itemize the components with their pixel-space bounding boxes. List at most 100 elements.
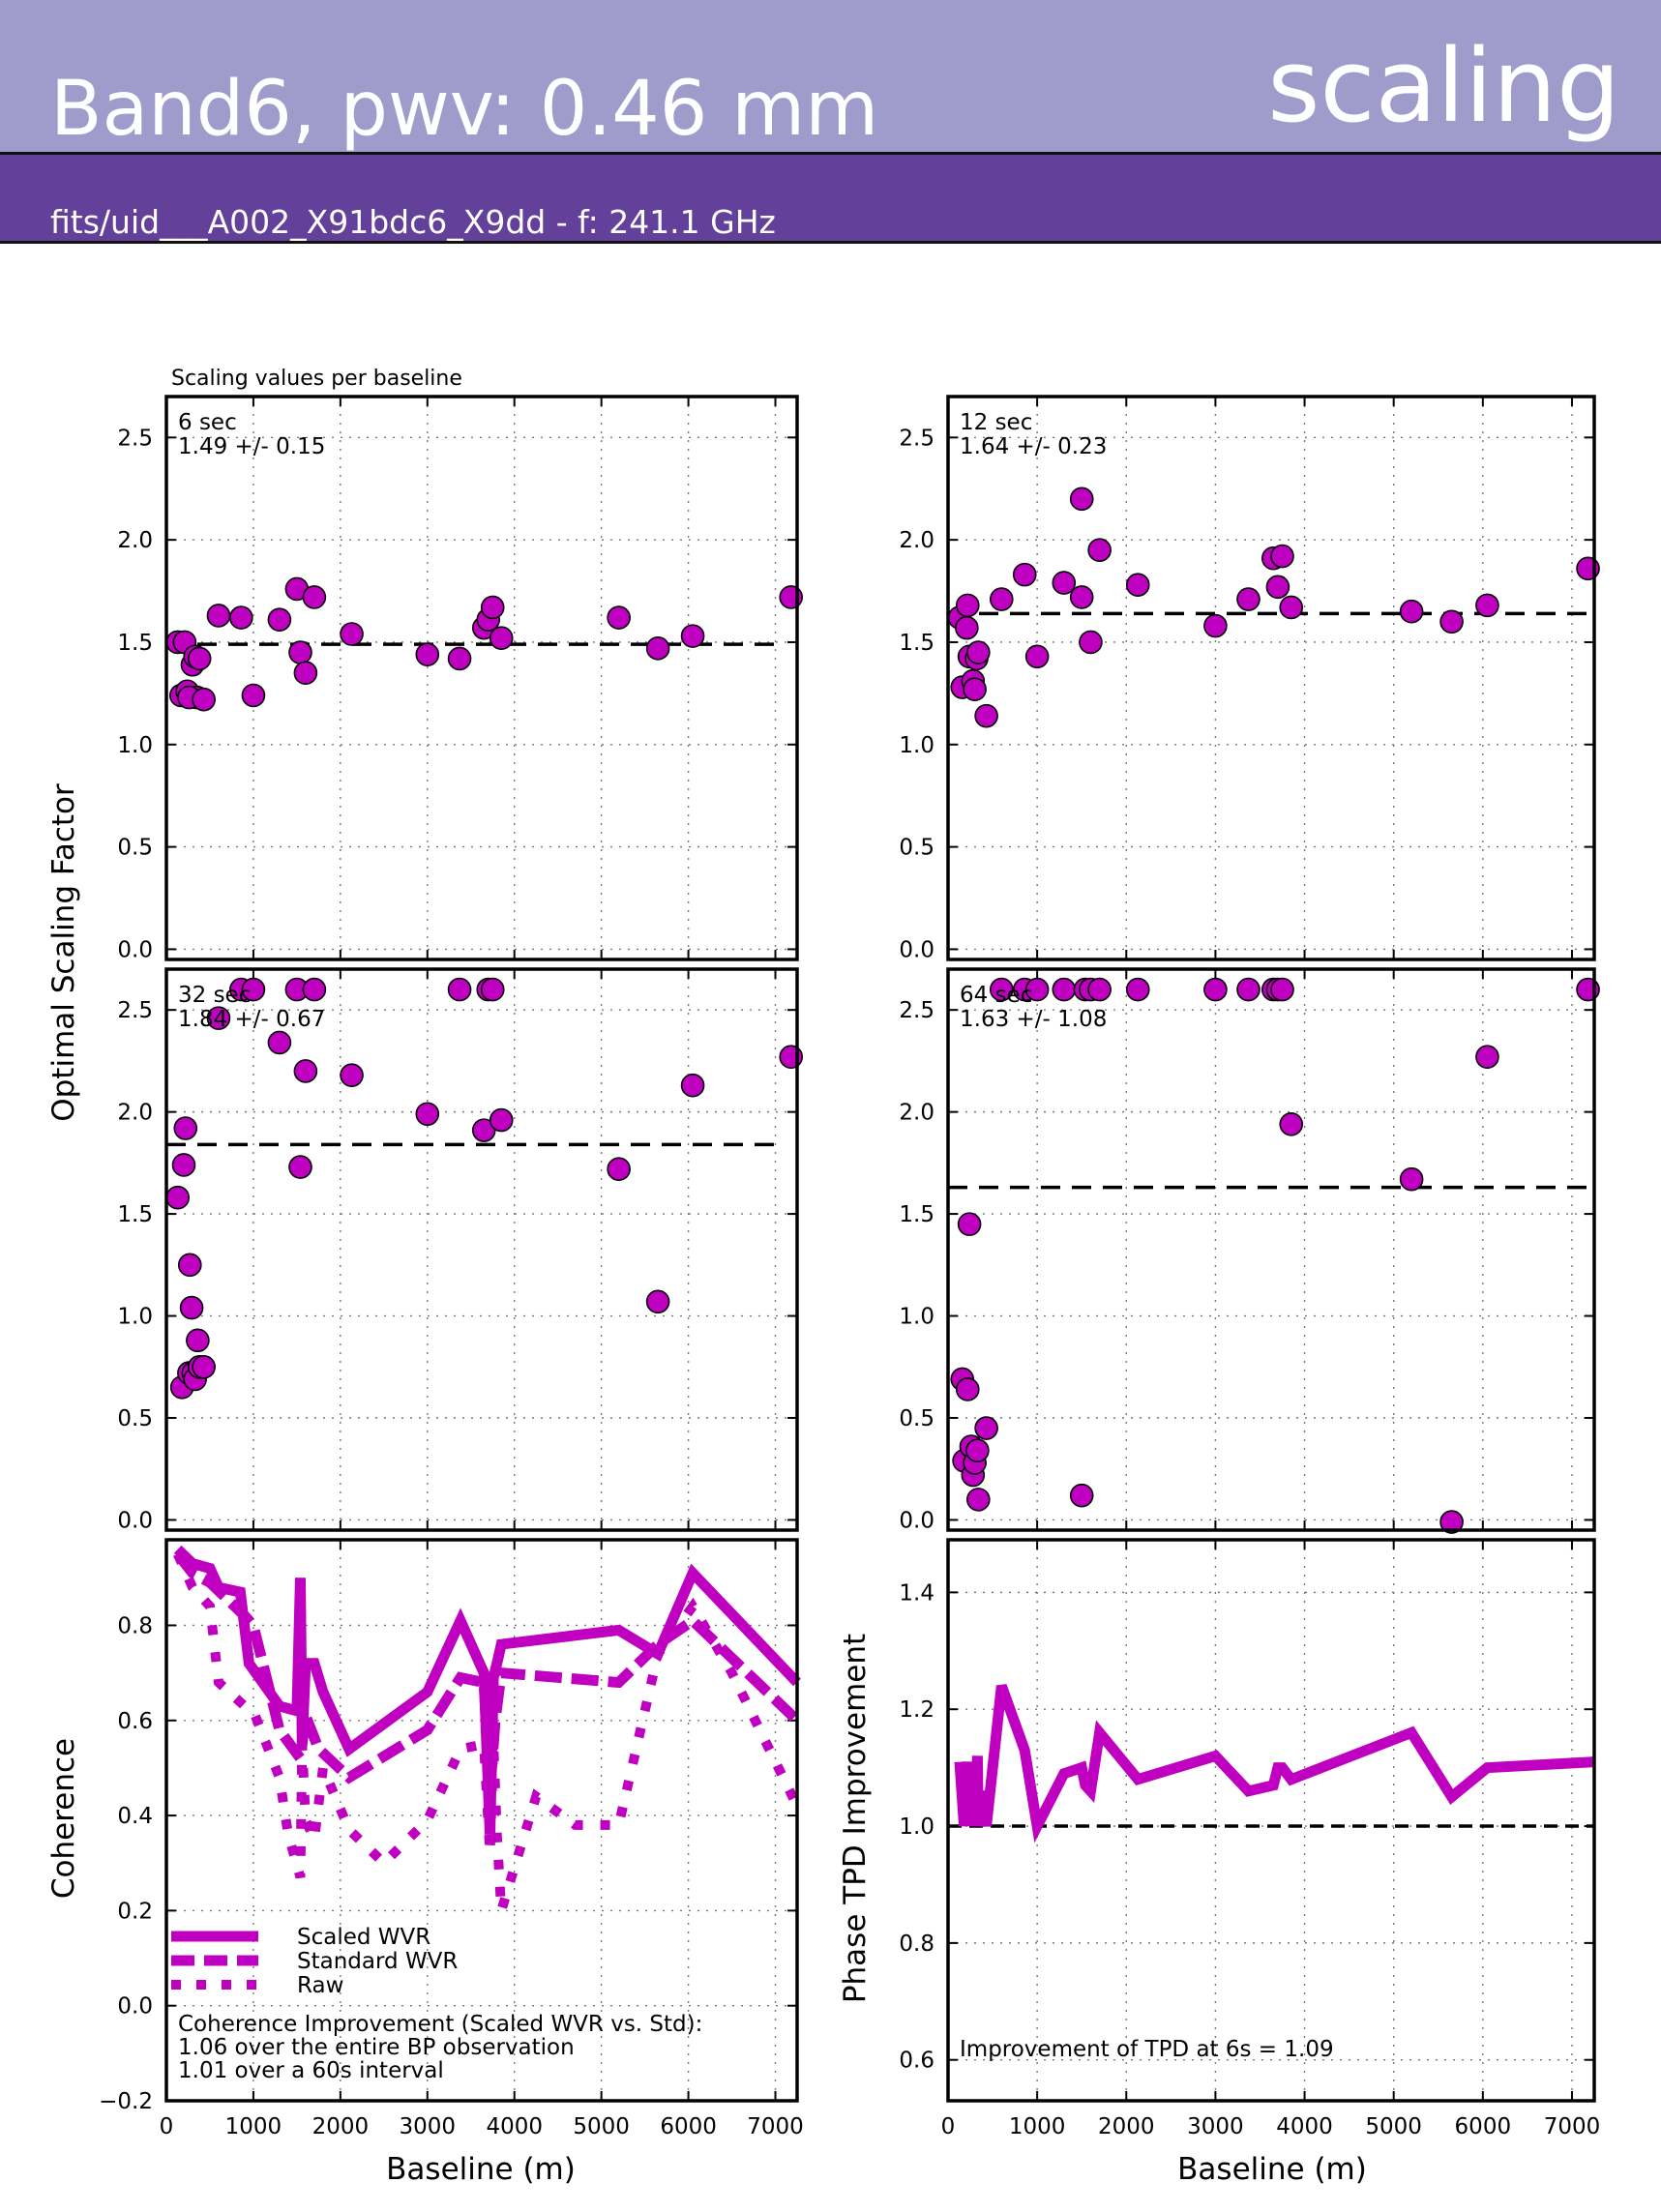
- x-tick-label: 7000: [1544, 2114, 1601, 2139]
- data-point: [1236, 587, 1261, 611]
- y-tick-label: 0.0: [899, 1508, 934, 1533]
- data-point: [955, 593, 980, 618]
- legend-label-standard: Standard WVR: [297, 1949, 458, 1974]
- y-tick-label: 2.0: [117, 1101, 153, 1126]
- data-point: [1270, 544, 1294, 569]
- panel-6sec-interval: 6 sec: [178, 410, 237, 435]
- y-axis-label-tpd: Phase TPD Improvement: [838, 1634, 873, 2003]
- panel-64sec-stats: 1.63 +/- 1.08: [960, 1007, 1107, 1032]
- data-point: [187, 646, 212, 671]
- data-point: [989, 977, 1014, 1002]
- data-point: [288, 640, 312, 664]
- data-point: [171, 1153, 196, 1177]
- data-point: [607, 605, 631, 630]
- y-tick-label: 0.8: [899, 1932, 934, 1957]
- coherence-note-line-3: 1.01 over a 60s interval: [178, 2058, 444, 2083]
- y-tick-label: 0.5: [899, 836, 934, 861]
- y-tick-label: 1.0: [899, 1305, 934, 1330]
- data-point: [415, 1102, 440, 1127]
- panel-12sec-stats: 1.64 +/- 0.23: [960, 434, 1107, 459]
- data-point: [302, 585, 327, 609]
- y-axis-label-coherence: Coherence: [46, 1738, 81, 1899]
- panel-frame: [164, 395, 799, 961]
- y-tick-label: 2.5: [117, 426, 153, 451]
- header-subband: fits/uid___A002_X91bdc6_X9dd - f: 241.1 …: [0, 155, 1661, 244]
- y-tick-label: 0.0: [899, 937, 934, 962]
- y-tick-label: 2.5: [899, 998, 934, 1023]
- data-point: [989, 587, 1014, 611]
- page-title: Band6, pwv: 0.46 mm: [50, 66, 879, 153]
- y-tick-label: 1.5: [117, 1202, 153, 1227]
- y-tick-label: 1.5: [899, 1202, 934, 1227]
- file-subtitle: fits/uid___A002_X91bdc6_X9dd - f: 241.1 …: [50, 203, 776, 241]
- data-point: [241, 977, 266, 1002]
- y-tick-label: 1.0: [117, 733, 153, 758]
- y-tick-label: 2.5: [899, 426, 934, 451]
- data-point: [1024, 977, 1050, 1002]
- data-point: [955, 1377, 980, 1401]
- data-point: [779, 1045, 804, 1069]
- data-point: [192, 1354, 216, 1379]
- data-point: [293, 1059, 318, 1083]
- y-tick-label: 0.0: [117, 1508, 153, 1533]
- data-point: [955, 615, 979, 640]
- y-tick-label: 1.4: [899, 1580, 934, 1606]
- data-point: [1203, 977, 1228, 1002]
- series-line: [173, 1545, 801, 1835]
- data-point: [1279, 595, 1304, 620]
- legend-label-scaled: Scaled WVR: [297, 1925, 430, 1950]
- panel-title: Scaling values per baseline: [171, 367, 462, 391]
- data-point: [179, 1295, 204, 1320]
- panel-6sec: 0.0 0.5 1.0 1.5 2.0 2.5: [117, 395, 804, 962]
- panel-64sec: 0.0 0.5 1.0 1.5 2.0 2.5: [899, 967, 1600, 1534]
- data-point: [447, 646, 472, 671]
- data-point: [1203, 613, 1228, 638]
- data-point: [489, 626, 514, 651]
- data-point: [241, 683, 266, 708]
- panel-tpd-improvement: 0.6 0.8 1.0 1.2 1.4 0 1000 2000 3000 4000 5000 6000…: [899, 1538, 1601, 2139]
- data-point: [1024, 644, 1050, 669]
- data-point: [1125, 573, 1150, 598]
- y-tick-label: 0.8: [117, 1613, 153, 1638]
- data-point: [480, 977, 505, 1002]
- data-point: [1270, 977, 1294, 1002]
- data-point: [1087, 977, 1112, 1002]
- y-tick-label: 0.4: [117, 1804, 153, 1829]
- y-tick-label: 1.0: [899, 733, 934, 758]
- data-point: [1439, 609, 1464, 634]
- data-point: [192, 687, 216, 712]
- x-tick-label: 0: [160, 2114, 174, 2139]
- x-tick-label: 1000: [225, 2114, 282, 2139]
- legend-label-raw: Raw: [297, 1973, 343, 1998]
- panel-12sec-interval: 12 sec: [960, 410, 1032, 435]
- series-line: [173, 1550, 801, 1792]
- data-point: [267, 1030, 292, 1055]
- y-axis-label-scaling: Optimal Scaling Factor: [46, 783, 81, 1122]
- data-point: [173, 1116, 198, 1140]
- data-point: [1236, 977, 1261, 1002]
- section-label: scaling: [1267, 27, 1620, 145]
- y-tick-label: 1.5: [117, 631, 153, 656]
- data-point: [963, 677, 987, 701]
- data-point: [206, 1006, 231, 1030]
- data-point: [165, 1185, 190, 1210]
- data-point: [974, 1416, 998, 1440]
- data-point: [293, 661, 318, 686]
- data-point: [1125, 977, 1150, 1002]
- panel-frame: [946, 1538, 1596, 2103]
- panel-32sec-interval: 32 sec: [178, 983, 251, 1008]
- panel-32sec-stats: 1.84 +/- 0.67: [178, 1007, 325, 1032]
- y-tick-label: 2.5: [117, 998, 153, 1023]
- data-point: [645, 636, 670, 661]
- coherence-note-line-2: 1.06 over the entire BP observation: [178, 2035, 575, 2060]
- data-point: [302, 977, 327, 1002]
- data-point: [645, 1289, 670, 1314]
- x-tick-label: 2000: [1098, 2114, 1155, 2139]
- y-tick-label: 0.6: [899, 2049, 934, 2074]
- data-point: [966, 1488, 991, 1512]
- x-tick-label: 3000: [1187, 2114, 1244, 2139]
- panel-frame: [946, 395, 1596, 961]
- x-tick-label: 2000: [312, 2114, 370, 2139]
- data-point: [415, 642, 440, 666]
- y-tick-label: 1.0: [899, 1814, 934, 1840]
